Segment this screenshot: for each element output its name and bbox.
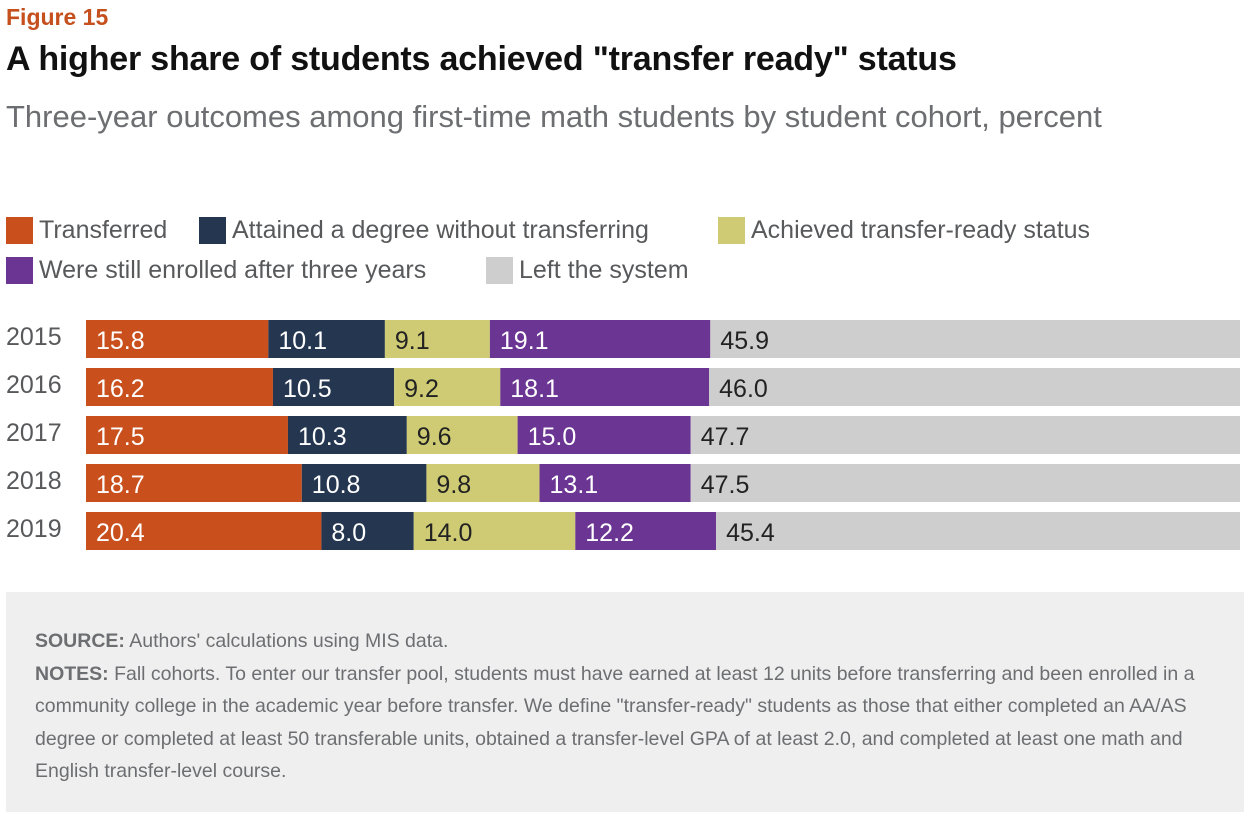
legend-item-left-system: Left the system	[486, 256, 689, 285]
legend-item-transfer-ready: Achieved transfer-ready status	[718, 216, 1090, 245]
notes-box: SOURCE: Authors' calculations using MIS …	[6, 592, 1244, 812]
bar-segment	[426, 464, 540, 502]
legend-swatch	[486, 257, 513, 284]
bar-segment	[716, 512, 1240, 550]
data-label: 9.8	[436, 471, 471, 499]
bar-segment	[489, 320, 711, 358]
bar-segment	[272, 368, 395, 406]
data-label: 14.0	[424, 519, 473, 547]
legend-label: Left the system	[519, 256, 689, 284]
source-text: Authors' calculations using MIS data.	[129, 630, 449, 652]
bar-segment	[86, 320, 269, 358]
data-label: 45.9	[720, 327, 769, 355]
data-label: 47.5	[701, 471, 750, 499]
bar-segment	[500, 368, 710, 406]
data-label: 13.1	[550, 471, 599, 499]
notes-line: NOTES: Fall cohorts. To enter our transf…	[35, 658, 1215, 788]
bar-segment	[86, 416, 288, 454]
legend-label: Achieved transfer-ready status	[751, 216, 1091, 244]
bar-segment	[690, 416, 1240, 454]
category-label: 2016	[6, 371, 62, 399]
data-label: 10.5	[283, 375, 332, 403]
data-label: 10.8	[312, 471, 361, 499]
legend-swatch	[6, 257, 33, 284]
chart-subtitle: Three-year outcomes among first-time mat…	[6, 99, 1102, 134]
bar-segment	[321, 512, 414, 550]
bar-segment	[539, 464, 691, 502]
bar-row-2015: 2015 15.8 10.1 9.1 19.1 45.9	[6, 320, 1240, 358]
source-line: SOURCE: Authors' calculations using MIS …	[35, 625, 1215, 658]
bar-segment	[268, 320, 385, 358]
data-label: 19.1	[500, 327, 549, 355]
legend-label: Attained a degree without transferring	[232, 216, 649, 244]
legend-item-degree: Attained a degree without transferring	[199, 216, 649, 245]
data-label: 8.0	[331, 519, 366, 547]
bar-segment	[86, 368, 273, 406]
data-label: 15.0	[528, 423, 577, 451]
data-label: 20.4	[96, 519, 145, 547]
category-label: 2017	[6, 419, 62, 447]
bar-segment	[394, 368, 501, 406]
bar-segment	[86, 512, 322, 550]
bar-segment	[301, 464, 427, 502]
source-label: SOURCE:	[35, 630, 125, 652]
data-label: 9.1	[395, 327, 430, 355]
bar-segment	[575, 512, 717, 550]
data-label: 47.7	[701, 423, 750, 451]
bar-segment	[384, 320, 490, 358]
data-label: 9.6	[417, 423, 452, 451]
bar-segment	[517, 416, 691, 454]
category-label: 2015	[6, 323, 62, 351]
category-label: 2019	[6, 515, 62, 543]
chart-title: A higher share of students achieved "tra…	[6, 40, 957, 78]
data-label: 15.8	[96, 327, 145, 355]
data-label: 10.3	[298, 423, 347, 451]
legend-swatch	[199, 217, 226, 244]
data-label: 17.5	[96, 423, 145, 451]
bar-segment	[690, 464, 1240, 502]
bar-row-2018: 2018 18.7 10.8 9.8 13.1 47.5	[6, 464, 1240, 502]
legend-item-transferred: Transferred	[6, 216, 167, 245]
bar-row-2017: 2017 17.5 10.3 9.6 15.0 47.7	[6, 416, 1240, 454]
bar-segment	[710, 320, 1240, 358]
bar-segment	[709, 368, 1240, 406]
data-label: 45.4	[726, 519, 775, 547]
bar-segment	[413, 512, 576, 550]
bar-segment	[287, 416, 407, 454]
data-label: 12.2	[585, 519, 634, 547]
data-label: 18.7	[96, 471, 145, 499]
category-label: 2018	[6, 467, 62, 495]
data-label: 16.2	[96, 375, 145, 403]
data-label: 18.1	[510, 375, 559, 403]
bar-segment	[86, 464, 302, 502]
data-label: 46.0	[719, 375, 768, 403]
notes-label: NOTES:	[35, 662, 109, 685]
legend-label: Were still enrolled after three years	[39, 256, 427, 284]
bar-row-2019: 2019 20.4 8.0 14.0 12.2 45.4	[6, 512, 1240, 550]
legend-item-still-enrolled: Were still enrolled after three years	[6, 256, 426, 285]
legend-label: Transferred	[39, 216, 168, 244]
bar-row-2016: 2016 16.2 10.5 9.2 18.1 46.0	[6, 368, 1240, 406]
data-label: 10.1	[278, 327, 327, 355]
legend-swatch	[718, 217, 745, 244]
bar-segment	[406, 416, 518, 454]
notes-text: Fall cohorts. To enter our transfer pool…	[35, 662, 1195, 783]
figure-label: Figure 15	[6, 4, 109, 30]
data-label: 9.2	[404, 375, 439, 403]
legend-swatch	[6, 217, 33, 244]
stacked-bar-chart: 2015 15.8 10.1 9.1 19.1 45.9 2016 16.2 10.5 9.2 18…	[6, 320, 1240, 550]
